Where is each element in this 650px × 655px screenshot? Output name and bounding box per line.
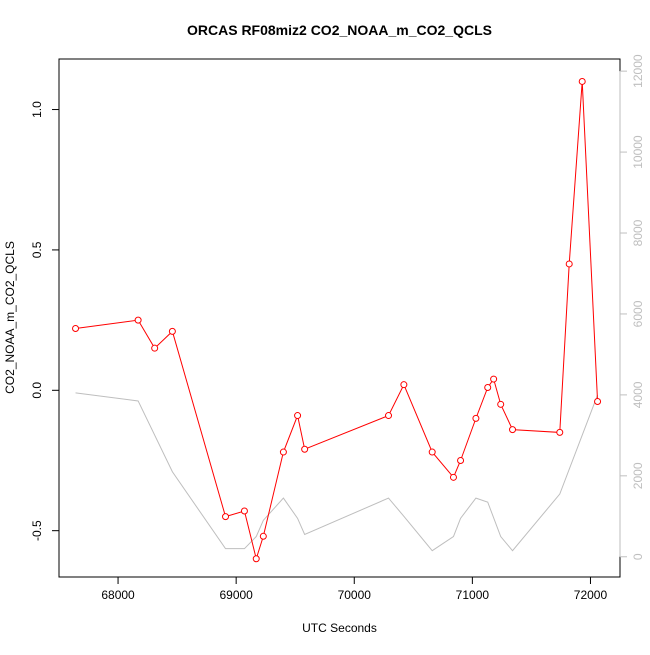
data-point <box>294 412 302 420</box>
data-point <box>509 426 517 434</box>
y-tick-label: 0.0 <box>30 382 44 399</box>
data-point <box>484 383 492 391</box>
data-point <box>472 414 480 422</box>
y-tick-label: 0.5 <box>30 241 44 258</box>
data-point <box>240 507 248 515</box>
data-point <box>490 375 498 383</box>
y-axis-label: CO2_NOAA_m_CO2_QCLS <box>3 241 17 394</box>
data-point <box>252 555 260 563</box>
data-point <box>222 513 230 521</box>
data-point <box>259 532 267 540</box>
y2-tick-label: 10000 <box>631 135 645 169</box>
y2-tick-label: 6000 <box>631 300 645 327</box>
y-tick-label: 1.0 <box>30 101 44 118</box>
x-tick-label: 71000 <box>456 588 490 602</box>
data-point <box>279 448 287 456</box>
x-tick-label: 72000 <box>574 588 608 602</box>
x-axis-label: UTC Seconds <box>302 621 377 635</box>
data-point <box>457 456 465 464</box>
x-tick-label: 69000 <box>219 588 253 602</box>
data-point <box>556 428 564 436</box>
x-axis: 68000 69000 70000 71000 72000 <box>101 576 608 602</box>
y-axis-right: 0 2000 4000 6000 8000 10000 12000 <box>619 54 645 560</box>
y2-tick-label: 4000 <box>631 381 645 408</box>
x-tick-label: 70000 <box>338 588 372 602</box>
data-point <box>497 400 505 408</box>
data-point <box>428 448 436 456</box>
data-point <box>72 325 80 333</box>
data-point <box>168 327 176 335</box>
data-point <box>134 316 142 324</box>
chart-title: ORCAS RF08miz2 CO2_NOAA_m_CO2_QCLS <box>187 22 492 38</box>
data-point <box>594 398 602 406</box>
y2-tick-label: 12000 <box>631 54 645 88</box>
x-tick-label: 68000 <box>101 588 135 602</box>
data-point <box>385 412 393 420</box>
data-point <box>565 260 573 268</box>
data-point <box>301 445 309 453</box>
data-point <box>449 473 457 481</box>
y2-tick-label: 0 <box>631 553 645 560</box>
y2-tick-label: 2000 <box>631 462 645 489</box>
y2-tick-label: 8000 <box>631 219 645 246</box>
data-point <box>400 381 408 389</box>
secondary-series-line <box>75 392 599 552</box>
data-point <box>578 77 586 85</box>
data-point <box>151 344 159 352</box>
y-tick-label: -0.5 <box>30 520 44 541</box>
y-axis-left: -0.5 0.0 0.5 1.0 <box>30 101 60 541</box>
series-layer <box>72 77 602 563</box>
